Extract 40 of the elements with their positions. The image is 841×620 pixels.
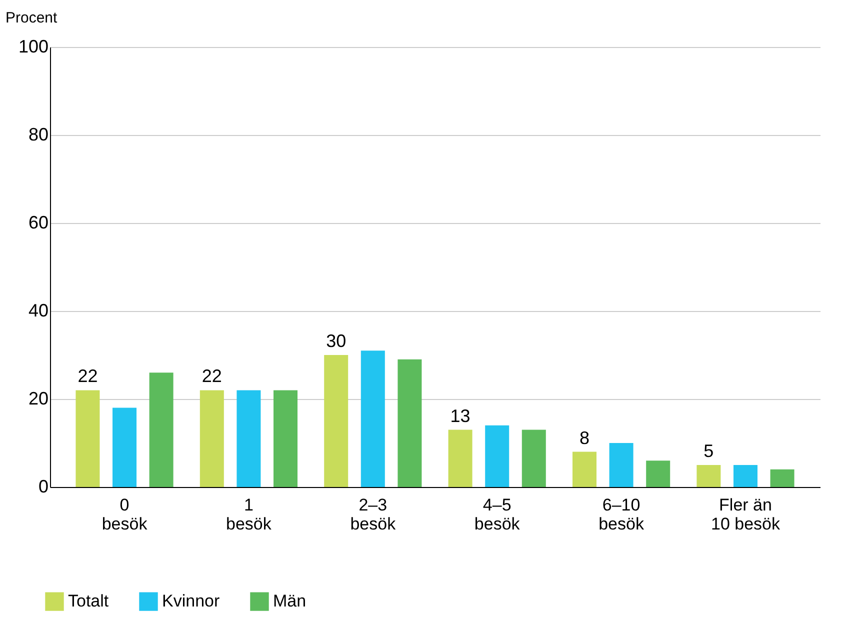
x-tick-label: Fler än 10 besök [710, 496, 780, 534]
bar [770, 469, 794, 487]
y-tick-label: 20 [28, 388, 48, 408]
y-tick-label: 0 [38, 476, 48, 496]
bar [733, 465, 758, 487]
data-label: 30 [326, 331, 346, 351]
bar [609, 443, 634, 487]
x-tick-label: 2–3 besök [350, 496, 396, 534]
data-label: 5 [704, 441, 714, 461]
bar [398, 359, 422, 487]
x-tick-label: 6–10 besök [598, 496, 644, 534]
bar [448, 430, 472, 487]
bar [112, 408, 137, 487]
bar [149, 372, 174, 487]
bar [76, 390, 100, 487]
y-tick-label: 40 [28, 300, 48, 320]
y-tick-label: 80 [28, 124, 48, 144]
y-tick-label: 100 [18, 36, 48, 56]
bar [485, 425, 510, 487]
x-tick-label: 0 besök [102, 496, 148, 534]
legend-label: Kvinnor [162, 592, 220, 611]
data-label: 22 [78, 366, 98, 386]
data-label: 13 [450, 406, 470, 426]
y-tick-label: 60 [28, 212, 48, 232]
bar [274, 390, 298, 487]
data-label: 8 [579, 428, 590, 448]
y-axis-title: Procent [6, 10, 58, 26]
bar [522, 430, 546, 487]
data-label: 22 [202, 366, 222, 386]
bar [324, 355, 348, 487]
bar [572, 452, 596, 487]
bar [696, 465, 721, 487]
bar [646, 460, 670, 487]
bar [236, 390, 261, 487]
x-tick-label: 1 besök [226, 496, 272, 534]
bar [200, 390, 224, 487]
legend-label: Män [273, 592, 306, 611]
bar [360, 350, 385, 487]
x-tick-label: 4–5 besök [474, 496, 520, 534]
legend-label: Totalt [68, 592, 109, 611]
